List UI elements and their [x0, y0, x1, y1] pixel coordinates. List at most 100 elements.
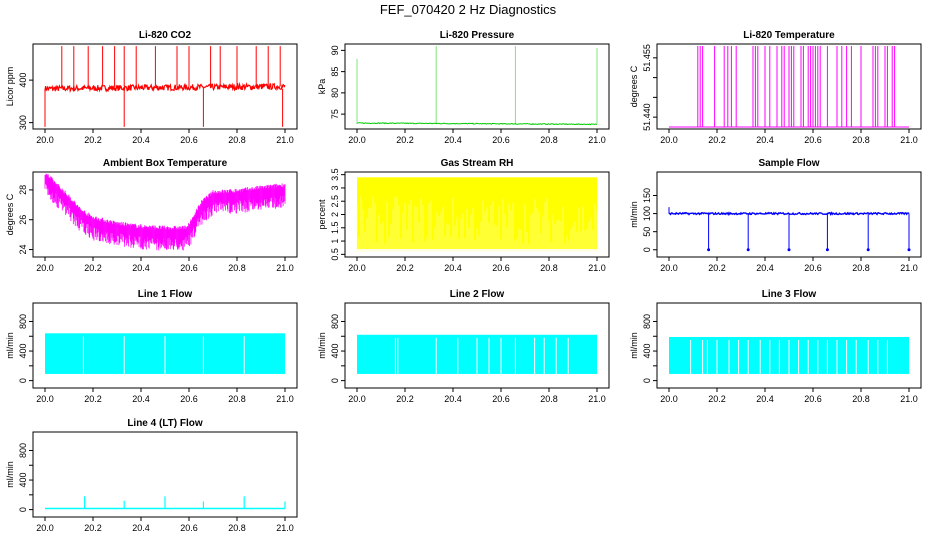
plot-frame [32, 431, 298, 518]
y-tick-label: 75 [330, 109, 340, 119]
series-line [356, 122, 598, 126]
dip-point [746, 248, 750, 252]
y-axis-label: degrees C [5, 193, 15, 235]
x-tick-label: 21.0 [276, 135, 294, 145]
y-tick-label: 50 [642, 227, 652, 237]
plot-frame [656, 171, 922, 258]
x-tick-label: 20.4 [444, 135, 462, 145]
x-tick-label: 20.2 [708, 135, 726, 145]
x-tick-label: 20.0 [348, 135, 366, 145]
chart-title: Li-820 Temperature [743, 30, 835, 41]
chart-title: Li-820 Pressure [440, 30, 515, 41]
series-line3 [669, 337, 909, 374]
dip-point [825, 248, 829, 252]
x-tick-label: 20.2 [84, 394, 102, 404]
x-tick-label: 20.0 [660, 394, 678, 404]
chart-sample: Sample Flow 20.0 20.2 20.4 20.6 20.8 21.0 0 50 10… [624, 156, 922, 276]
x-tick-label: 20.0 [660, 135, 678, 145]
chart-title: Line 2 Flow [450, 289, 505, 300]
y-tick-label: 150 [642, 188, 652, 203]
chart-svg-pressure: Li-820 Pressure 20.0 20.2 20.4 20.6 20.8 21.0 7… [317, 30, 610, 145]
series-line1 [45, 333, 285, 374]
y-tick-label: 400 [330, 344, 340, 359]
y-tick-label: 3 [330, 185, 340, 190]
chart-line1: Line 1 Flow 20.0 20.2 20.4 20.6 20.8 21.0 0 400 8… [0, 287, 298, 407]
x-tick-label: 21.0 [276, 263, 294, 273]
y-tick-label: 51.455 [642, 44, 652, 72]
series-rh [356, 177, 598, 252]
dip-point [707, 248, 711, 252]
x-tick-label: 20.4 [444, 263, 462, 273]
x-tick-label: 20.8 [228, 135, 246, 145]
x-tick-label: 20.4 [444, 394, 462, 404]
chart-title: Ambient Box Temperature [103, 158, 228, 169]
x-tick-label: 20.2 [396, 394, 414, 404]
y-tick-label: 0 [642, 378, 652, 383]
chart-svg-line4: Line 4 (LT) Flow 20.0 20.2 20.4 20.6 20.8 21.0… [5, 418, 298, 533]
x-tick-label: 20.2 [84, 523, 102, 533]
y-tick-label: 3.5 [330, 168, 340, 181]
y-tick-label: 400 [642, 344, 652, 359]
x-tick-label: 20.0 [36, 394, 54, 404]
chart-svg-line1: Line 1 Flow 20.0 20.2 20.4 20.6 20.8 21.0 0 400 8… [5, 289, 298, 404]
y-tick-label: 51.440 [642, 103, 652, 131]
plot-frame [344, 302, 610, 389]
plot-frame [32, 171, 298, 258]
x-tick-label: 20.2 [708, 394, 726, 404]
y-tick-label: 85 [330, 67, 340, 77]
x-tick-label: 20.4 [132, 263, 150, 273]
x-tick-label: 20.8 [228, 394, 246, 404]
page-title: FEF_070420 2 Hz Diagnostics [379, 2, 557, 17]
chart-svg-ambient: Ambient Box Temperature 20.0 20.2 20.4 20.6 2… [5, 158, 298, 273]
x-tick-label: 21.0 [276, 394, 294, 404]
y-tick-label: 90 [330, 45, 340, 55]
y-tick-label: 2 [330, 212, 340, 217]
series-ambient [44, 173, 286, 251]
y-tick-label: 400 [18, 344, 28, 359]
plot-frame [344, 43, 610, 130]
x-tick-label: 20.8 [540, 263, 558, 273]
x-tick-label: 21.0 [900, 394, 918, 404]
y-axis-label: degrees C [629, 65, 639, 107]
chart-co2: Li-820 CO2 20.0 20.2 20.4 20.6 20.8 21.0 300 400… [0, 28, 298, 148]
chart-svg-line2: Line 2 Flow 20.0 20.2 20.4 20.6 20.8 21.0 0 400 8… [317, 289, 610, 404]
x-tick-label: 20.0 [348, 394, 366, 404]
x-tick-label: 21.0 [900, 135, 918, 145]
x-tick-label: 20.4 [132, 135, 150, 145]
y-tick-label: 300 [18, 115, 28, 130]
plot-frame [656, 43, 922, 130]
y-tick-label: 1.5 [330, 222, 340, 235]
x-tick-label: 20.6 [804, 135, 822, 145]
plot-frame [656, 302, 922, 389]
x-tick-label: 20.8 [228, 523, 246, 533]
series-sample [668, 207, 911, 252]
x-tick-label: 20.6 [492, 394, 510, 404]
y-tick-label: 400 [18, 473, 28, 488]
y-tick-label: 100 [642, 206, 652, 221]
y-tick-label: 400 [18, 73, 28, 88]
x-tick-label: 20.8 [852, 135, 870, 145]
x-tick-label: 20.2 [396, 135, 414, 145]
chart-line4: Line 4 (LT) Flow 20.0 20.2 20.4 20.6 20.8 21.0… [0, 416, 298, 536]
x-tick-label: 20.2 [396, 263, 414, 273]
plot-frame [32, 43, 298, 130]
dip-point [907, 248, 911, 252]
x-tick-label: 20.2 [84, 263, 102, 273]
series-temperature [669, 45, 909, 128]
x-tick-label: 20.0 [36, 263, 54, 273]
y-tick-label: 0 [18, 378, 28, 383]
x-tick-label: 20.6 [180, 394, 198, 404]
dip-point [787, 248, 791, 252]
x-tick-label: 20.0 [36, 523, 54, 533]
x-tick-label: 21.0 [900, 263, 918, 273]
x-tick-label: 20.4 [756, 135, 774, 145]
y-tick-label: 0 [330, 378, 340, 383]
chart-line2: Line 2 Flow 20.0 20.2 20.4 20.6 20.8 21.0 0 400 8… [312, 287, 610, 407]
series-line [44, 81, 286, 94]
plot-frame [32, 302, 298, 389]
y-tick-label: 800 [18, 443, 28, 458]
x-tick-label: 20.2 [84, 135, 102, 145]
chart-rh: Gas Stream RH 20.0 20.2 20.4 20.6 20.8 21.0 0.5… [312, 156, 610, 276]
y-axis-label: ml/min [5, 461, 15, 488]
x-tick-label: 21.0 [588, 394, 606, 404]
